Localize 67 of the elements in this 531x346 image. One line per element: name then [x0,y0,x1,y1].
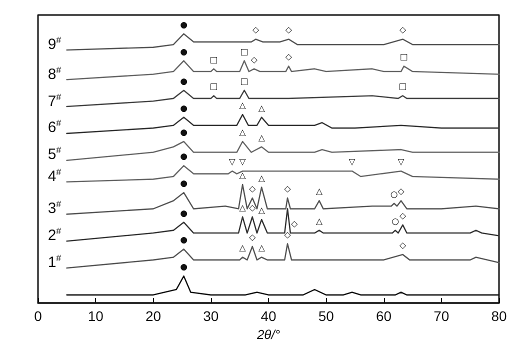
annotation: ◇ [250,55,258,66]
series-label: 8$^{#}$ [48,64,62,83]
x-tick-label: 20 [145,308,162,324]
annotation: △ [258,104,266,114]
annotation: △ [258,206,266,216]
series-label: 3$^{#}$ [48,199,62,218]
x-tick-label: 40 [260,308,276,324]
annotation: □ [240,47,248,58]
annotation: □ [240,76,248,87]
annotation: ▽ [239,158,246,168]
annotation: □ [210,82,218,92]
annotation: ◇ [398,187,405,198]
annotation: △ [239,128,246,138]
annotation: ● [180,128,188,138]
annotation: ◇ [249,184,256,195]
annotation: ● [180,152,188,162]
annotation: □ [210,55,218,66]
annotation: ▽ [228,158,236,168]
x-tick-label: 80 [491,308,507,324]
annotation: ● [180,47,188,58]
annotation: ◇ [399,241,406,252]
series-label: 7$^{#}$ [48,92,62,110]
annotation: ◇ [249,232,256,243]
annotation: ◇ [291,220,298,230]
series-label: 2$^{#}$ [48,226,62,244]
annotation: ● [180,104,188,114]
annotation: △ [239,101,246,112]
annotation: △ [239,171,246,182]
annotation: ◇ [252,26,260,36]
annotation: ◇ [399,26,406,36]
annotation: ● [180,20,188,30]
annotation: △ [258,174,266,184]
x-tick-label: 60 [376,308,392,324]
annotation: △ [258,244,266,254]
series-label: 4$^{#}$ [48,166,62,185]
annotation: ▽ [348,158,356,168]
x-tick-label: 70 [434,308,450,324]
series-label: 5$^{#}$ [48,145,62,164]
annotation: ▽ [398,158,405,168]
annotation: ● [180,179,188,190]
annotation: ◇ [285,52,292,63]
annotation: △ [316,187,323,198]
annotation: ● [180,236,188,246]
series-label: 1$^{#}$ [48,253,62,271]
annotation: ● [180,208,188,219]
annotation: ◇ [284,184,292,195]
annotation: ◇ [284,230,292,240]
x-tick-label: 10 [88,308,104,324]
annotation: ◇ [399,211,406,222]
annotation: △ [316,216,323,227]
annotation: □ [398,82,407,92]
annotation: △ [258,133,266,144]
x-tick-label: 50 [318,308,334,324]
series-label: 6$^{#}$ [48,118,62,136]
annotation: ○ [390,190,398,200]
annotation: ◇ [285,26,292,36]
annotation: △ [239,244,246,254]
annotation: ● [180,76,188,87]
annotation: △ [239,203,246,214]
annotation: ● [180,262,188,273]
x-axis-title: 2θ/° [256,326,280,342]
annotation: ○ [392,216,399,227]
annotation: ◇ [249,203,256,214]
series-label: 9$^{#}$ [48,34,62,53]
x-tick-label: 30 [203,308,219,324]
x-tick-label: 0 [34,308,42,324]
annotation: □ [400,52,408,63]
